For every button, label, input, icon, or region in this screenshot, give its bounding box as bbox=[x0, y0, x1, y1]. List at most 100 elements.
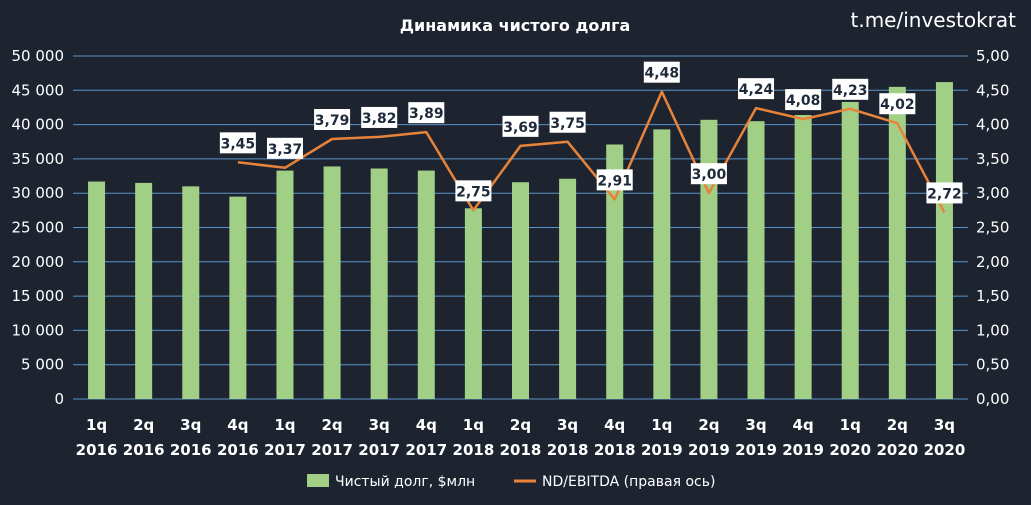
bar bbox=[417, 170, 435, 399]
data-label: 2,91 bbox=[596, 169, 633, 191]
category-year-label: 2020 bbox=[876, 441, 918, 459]
category-quarter-label: 1q bbox=[840, 416, 861, 434]
data-label-box bbox=[219, 132, 256, 154]
category-quarter-label: 3q bbox=[934, 416, 955, 434]
category-year-label: 2017 bbox=[311, 441, 353, 459]
data-label-text: 2,91 bbox=[597, 173, 632, 189]
category-quarter-label: 1q bbox=[651, 416, 672, 434]
right-tick-label: 3,00 bbox=[976, 184, 1009, 202]
right-tick-label: 1,50 bbox=[976, 287, 1009, 305]
category-year-label: 2020 bbox=[829, 441, 871, 459]
data-label-box bbox=[455, 180, 492, 202]
category-quarter-label: 2q bbox=[887, 416, 908, 434]
bar bbox=[370, 168, 388, 399]
right-tick-label: 0,00 bbox=[976, 390, 1009, 408]
left-tick-label: 15 000 bbox=[12, 287, 65, 305]
data-label-text: 3,37 bbox=[268, 142, 303, 158]
category-year-label: 2017 bbox=[264, 441, 306, 459]
category-year-label: 2019 bbox=[688, 441, 730, 459]
bar bbox=[606, 144, 624, 399]
right-tick-label: 2,50 bbox=[976, 219, 1009, 237]
bar bbox=[135, 182, 153, 399]
category-quarter-label: 4q bbox=[604, 416, 625, 434]
data-label-text: 3,69 bbox=[503, 120, 538, 136]
data-label: 2,72 bbox=[926, 182, 963, 204]
data-label: 3,69 bbox=[502, 115, 539, 137]
legend-bar-swatch bbox=[307, 474, 329, 487]
bar bbox=[841, 101, 859, 399]
category-quarter-label: 2q bbox=[510, 416, 531, 434]
data-label-box bbox=[690, 163, 727, 185]
data-label-text: 3,89 bbox=[409, 106, 444, 122]
data-label-text: 3,79 bbox=[315, 113, 350, 129]
data-label: 3,00 bbox=[690, 163, 727, 185]
category-quarter-label: 4q bbox=[793, 416, 814, 434]
left-tick-label: 45 000 bbox=[12, 81, 65, 99]
data-label-box bbox=[832, 78, 869, 100]
data-label-text: 3,00 bbox=[692, 167, 727, 183]
category-year-label: 2018 bbox=[547, 441, 589, 459]
right-axis-ticks: 0,00 0,50 1,00 1,50 2,00 2,50 3,00 3,50 4,00 4,50… bbox=[976, 47, 1009, 408]
category-year-label: 2018 bbox=[453, 441, 495, 459]
left-axis-ticks: 0 5 000 10 000 15 000 20 000 25 000 30 000 35 0… bbox=[12, 47, 65, 408]
data-label-text: 4,48 bbox=[645, 66, 680, 82]
data-label-text: 4,24 bbox=[739, 82, 774, 98]
right-tick-label: 3,50 bbox=[976, 150, 1009, 168]
category-year-label: 2016 bbox=[170, 441, 212, 459]
category-quarter-label: 3q bbox=[369, 416, 390, 434]
left-tick-label: 50 000 bbox=[12, 47, 65, 65]
data-label-text: 4,02 bbox=[880, 97, 915, 113]
bar-series bbox=[88, 82, 953, 400]
category-quarter-label: 3q bbox=[557, 416, 578, 434]
data-labels: 3,45 3,37 3,79 3,82 3,89 2,75 3,69 3,75 2,91 4,48… bbox=[219, 61, 963, 204]
category-year-label: 2019 bbox=[735, 441, 777, 459]
right-tick-label: 4,50 bbox=[976, 81, 1009, 99]
data-label: 3,45 bbox=[219, 132, 256, 154]
data-label-text: 4,08 bbox=[786, 93, 821, 109]
left-tick-label: 40 000 bbox=[12, 116, 65, 134]
data-label-text: 3,45 bbox=[221, 136, 256, 152]
left-tick-label: 35 000 bbox=[12, 150, 65, 168]
data-label: 4,48 bbox=[643, 61, 680, 83]
right-tick-label: 4,00 bbox=[976, 116, 1009, 134]
bar bbox=[323, 166, 341, 399]
category-quarter-label: 4q bbox=[416, 416, 437, 434]
bar bbox=[700, 119, 718, 399]
data-label-box bbox=[879, 93, 916, 115]
category-quarter-label: 1q bbox=[86, 416, 107, 434]
watermark-text: t.me/investokrat bbox=[851, 8, 1017, 32]
series-line bbox=[237, 90, 946, 213]
category-year-label: 2018 bbox=[594, 441, 636, 459]
data-label: 3,37 bbox=[266, 137, 303, 159]
bar bbox=[182, 186, 200, 399]
left-tick-label: 0 bbox=[54, 390, 64, 408]
data-label: 3,75 bbox=[549, 111, 586, 133]
bar bbox=[88, 181, 106, 399]
data-label-box bbox=[596, 169, 633, 191]
bar bbox=[276, 170, 294, 399]
data-label: 4,08 bbox=[785, 89, 822, 111]
data-label-box bbox=[643, 61, 680, 83]
data-label-text: 3,75 bbox=[550, 116, 585, 132]
category-year-label: 2017 bbox=[358, 441, 400, 459]
data-label: 4,24 bbox=[738, 78, 775, 100]
category-year-label: 2016 bbox=[123, 441, 165, 459]
category-quarter-label: 3q bbox=[180, 416, 201, 434]
legend-line-label: ND/EBITDA (правая ось) bbox=[542, 474, 715, 490]
data-label-box bbox=[502, 115, 539, 137]
data-label-box bbox=[408, 102, 445, 124]
category-year-label: 2016 bbox=[76, 441, 118, 459]
bar bbox=[559, 178, 577, 399]
data-label-text: 4,23 bbox=[833, 83, 868, 99]
data-label-text: 2,72 bbox=[927, 186, 962, 202]
bar bbox=[935, 82, 953, 400]
left-tick-label: 5 000 bbox=[21, 356, 64, 374]
category-quarter-label: 2q bbox=[321, 416, 342, 434]
bar bbox=[888, 86, 906, 400]
bar bbox=[229, 196, 247, 399]
category-labels: 1q 2016 2q 2016 3q 2016 4q 2016 1q 2017 2q 2017 3q 20… bbox=[76, 416, 966, 459]
right-tick-label: 0,50 bbox=[976, 356, 1009, 374]
bar bbox=[512, 182, 529, 399]
